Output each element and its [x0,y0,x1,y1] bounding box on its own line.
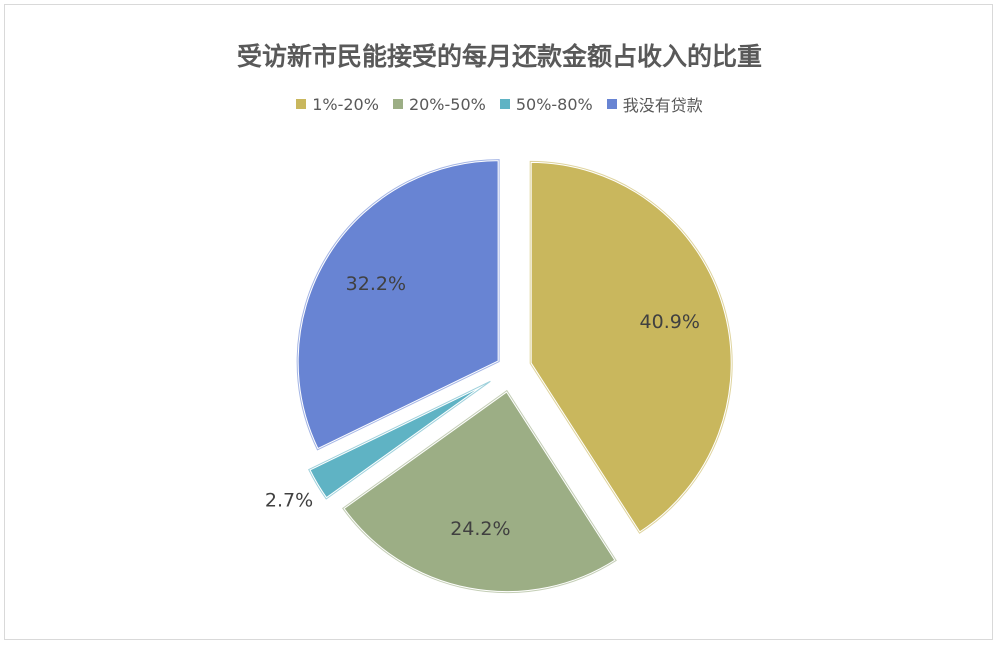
pie-slice-4 [295,158,501,452]
chart-area: 受访新市民能接受的每月还款金额占收入的比重 1%-20% 20%-50% 50%… [4,4,993,640]
legend-item-4: 我没有贷款 [606,92,703,116]
data-label-3: 2.7% [265,490,313,512]
data-label-1: 40.9% [640,311,700,333]
legend-swatch-3 [499,99,510,109]
data-label-4: 32.2% [346,273,406,295]
pie-slice-outline-1 [529,160,733,534]
legend: 1%-20% 20%-50% 50%-80% 我没有贷款 [5,92,994,116]
legend-label-3: 50%-80% [515,94,593,114]
legend-swatch-1 [296,99,307,109]
legend-item-3: 50%-80% [499,92,593,116]
pie-slice-outline-3 [308,380,491,500]
chart-title: 受访新市民能接受的每月还款金额占收入的比重 [236,42,762,71]
pie-slice-outline-2 [342,389,617,594]
legend-swatch-4 [606,99,617,109]
legend-label-1: 1%-20% [312,94,379,114]
legend-label-4: 我没有贷款 [622,96,703,115]
legend-item-1: 1%-20% [296,92,379,116]
legend-swatch-2 [392,99,403,109]
pie-slice-outline-4 [296,159,500,451]
legend-item-2: 20%-50% [392,92,486,116]
legend-label-2: 20%-50% [408,94,486,114]
data-label-2: 24.2% [450,518,510,540]
pie-chart: 40.9% 24.2% 2.7% 32.2% [265,158,734,595]
